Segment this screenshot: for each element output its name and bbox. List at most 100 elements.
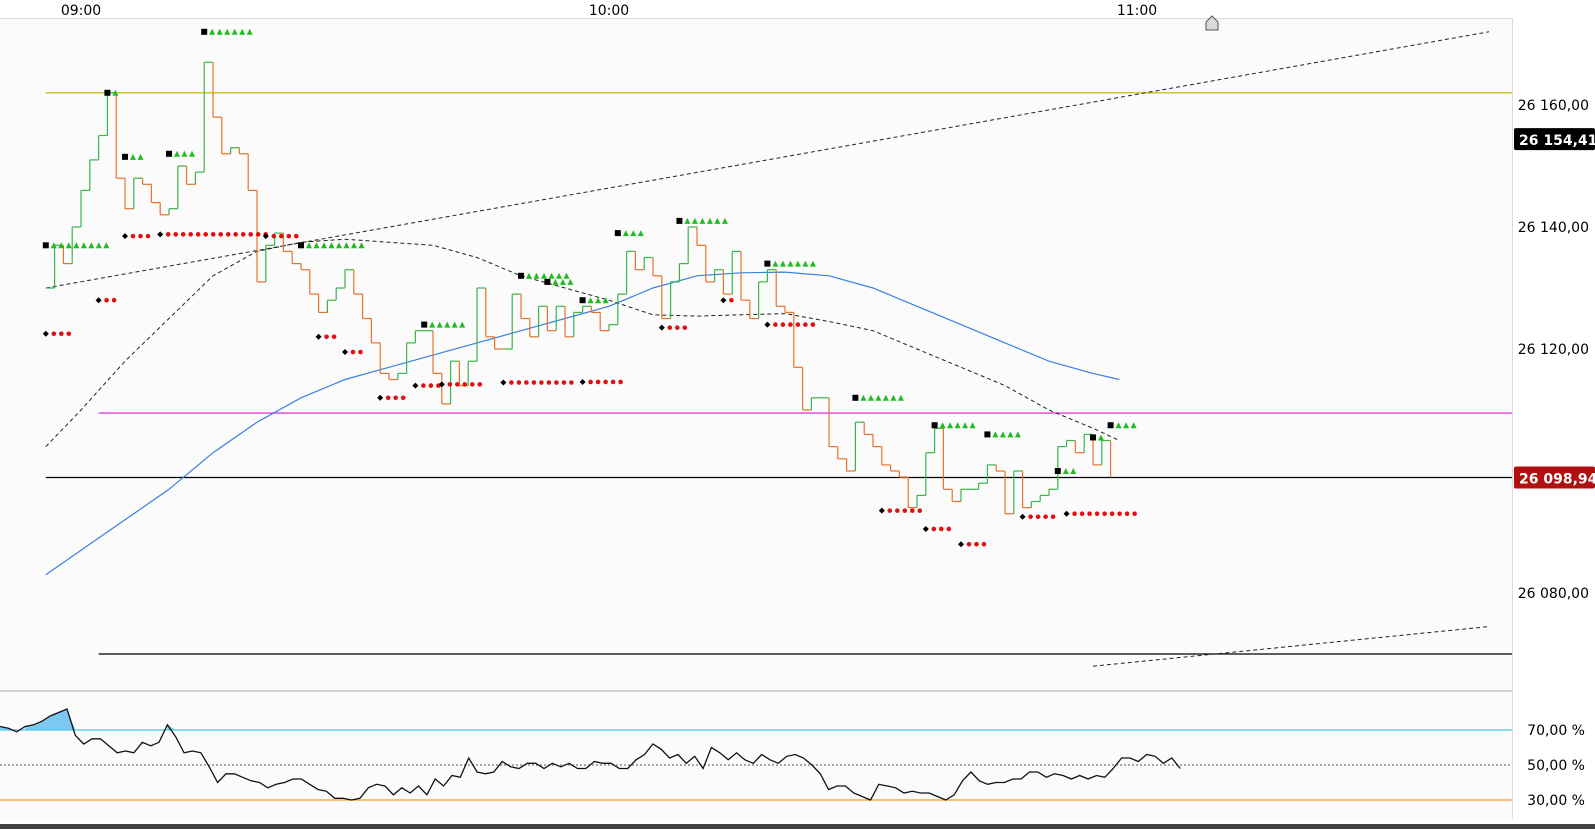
sell-signal-dot <box>554 380 559 385</box>
sell-signal-dot <box>516 380 522 385</box>
sell-signal-dot <box>66 331 72 337</box>
sell-signal-dot <box>385 395 391 401</box>
buy-signal-triangle <box>897 394 904 401</box>
buy-signal-triangle <box>1070 468 1077 474</box>
buy-signal-triangle <box>306 242 312 249</box>
price-tag-label: 26 154,41 <box>1519 133 1595 149</box>
sell-signal-dot <box>173 232 178 237</box>
price-axis-label: 26 120,00 <box>1518 342 1589 358</box>
buy-signal-triangle <box>882 394 889 401</box>
sell-signal-dot <box>1132 511 1137 516</box>
buy-signal-triangle <box>429 321 436 328</box>
buy-signal-triangle <box>321 242 327 249</box>
buy-signal-triangle <box>336 242 342 249</box>
bottom-scrollbar[interactable] <box>0 824 1595 829</box>
buy-signal-triangle <box>947 422 954 429</box>
buy-signal-triangle <box>787 260 794 267</box>
signal-anchor-diamond <box>720 297 727 304</box>
signal-anchor-diamond <box>878 507 885 514</box>
trend-line[interactable] <box>1092 626 1490 667</box>
sell-signal-dot <box>1087 511 1092 516</box>
buy-signal-triangle <box>436 321 443 328</box>
buy-signal-triangle <box>637 230 644 237</box>
time-axis-label: 09:00 <box>61 3 101 19</box>
signal-anchor-square <box>518 272 524 279</box>
sell-signal-dot <box>195 232 201 237</box>
signal-anchor-square <box>931 422 938 429</box>
signal-anchor-square <box>166 150 172 157</box>
sell-signal-dot <box>255 232 261 237</box>
sell-signal-dot <box>271 233 277 239</box>
sell-signal-dot <box>286 233 292 239</box>
buy-signal-triangle <box>451 321 458 328</box>
buy-signal-triangle <box>95 242 102 249</box>
buy-signal-triangle <box>80 242 87 249</box>
buy-signal-triangle <box>548 272 555 279</box>
signal-anchor-square <box>984 431 991 438</box>
signal-anchor-diamond <box>764 321 771 328</box>
sell-signal-dot <box>477 382 483 387</box>
sell-signal-dot <box>470 382 475 387</box>
buy-signal-triangle <box>595 297 602 304</box>
buy-signal-triangle <box>444 321 451 328</box>
rsi-axis-label: 50,00 % <box>1527 758 1585 774</box>
sell-signal-dot <box>531 380 537 385</box>
sell-signal-dot <box>447 382 453 387</box>
sell-signal-dot <box>1102 511 1107 516</box>
buy-signal-triangle <box>209 28 216 35</box>
signal-anchor-diamond <box>658 324 665 331</box>
time-axis-label: 10:00 <box>589 3 629 19</box>
buy-signal-triangle <box>216 28 223 35</box>
sell-signal-dot <box>400 395 406 401</box>
current-time-marker-icon[interactable] <box>1205 15 1219 31</box>
buy-signal-triangle <box>189 150 195 157</box>
sell-signal-dot <box>939 526 944 532</box>
signal-anchor-diamond <box>262 233 269 240</box>
sell-signal-dot <box>248 232 253 237</box>
sell-signal-dot <box>130 233 136 239</box>
buy-signal-triangle <box>533 272 540 279</box>
buy-signal-triangle <box>1098 434 1104 441</box>
trend-line[interactable] <box>45 31 1490 289</box>
price-axis-label: 26 080,00 <box>1518 586 1589 602</box>
signal-anchor-square <box>1090 434 1096 441</box>
sell-signal-dot <box>180 232 186 237</box>
buy-signal-triangle <box>137 153 144 160</box>
sell-signal-dot <box>603 379 608 385</box>
signal-anchor-diamond <box>922 525 929 532</box>
sell-signal-dot <box>51 331 57 337</box>
sell-signal-dot <box>1079 511 1085 516</box>
buy-signal-triangle <box>358 242 365 249</box>
buy-signal-triangle <box>50 242 57 249</box>
signal-anchor-square <box>544 278 551 285</box>
sell-signal-dot <box>145 233 151 239</box>
buy-signal-triangle <box>1123 422 1130 429</box>
sell-signal-dot <box>773 322 778 327</box>
sell-signal-dot <box>917 508 923 513</box>
sell-signal-dot <box>974 541 979 547</box>
buy-signal-triangle <box>559 278 566 285</box>
sell-signal-dot <box>931 526 937 532</box>
time-axis-label: 11:00 <box>1117 3 1157 19</box>
buy-signal-triangle <box>73 242 80 249</box>
sell-signal-dot <box>138 233 143 239</box>
price-axis-label: 26 140,00 <box>1518 220 1589 236</box>
sell-signal-dot <box>279 233 284 239</box>
buy-signal-triangle <box>526 272 532 279</box>
signal-anchor-square <box>104 89 111 96</box>
sell-signal-dot <box>729 297 734 303</box>
sell-signal-dot <box>1117 511 1122 516</box>
buy-signal-triangle <box>563 272 570 279</box>
signal-anchor-square <box>676 217 683 224</box>
buy-signal-triangle <box>130 153 136 160</box>
signal-anchor-square <box>201 28 208 35</box>
sell-signal-dot <box>203 232 208 237</box>
buy-signal-triangle <box>969 422 976 429</box>
signal-anchor-diamond <box>412 382 419 389</box>
signal-anchor-diamond <box>1063 510 1070 517</box>
sell-signal-dot <box>539 380 544 385</box>
price-panel-bg <box>0 18 1512 690</box>
buy-signal-triangle <box>239 28 246 35</box>
